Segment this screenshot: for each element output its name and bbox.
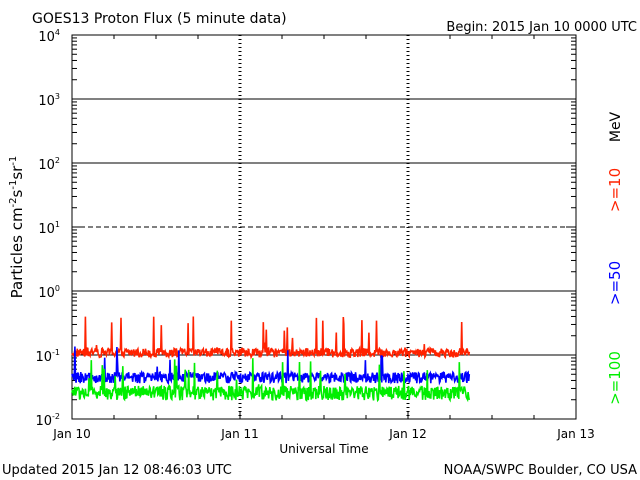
series-line bbox=[71, 358, 471, 403]
credit: NOAA/SWPC Boulder, CO USA bbox=[444, 463, 637, 478]
y-tick-label: 10-1 bbox=[35, 348, 60, 365]
y-tick-label: 104 bbox=[38, 28, 60, 45]
unit-label: MeV bbox=[608, 111, 624, 142]
grid-lines bbox=[72, 98, 576, 356]
legend-label: >=100 bbox=[606, 351, 624, 405]
x-tick-labels: Jan 10 Jan 11 Jan 12 Jan 13 bbox=[52, 427, 595, 441]
legend: >=10 >=50 >=100 MeV bbox=[606, 111, 624, 404]
series-line bbox=[71, 316, 471, 360]
y-tick-label: 103 bbox=[38, 92, 60, 109]
chart-title: GOES13 Proton Flux (5 minute data) bbox=[32, 11, 287, 27]
legend-label: >=50 bbox=[606, 261, 624, 305]
legend-label: >=10 bbox=[606, 168, 624, 212]
begin-time: Begin: 2015 Jan 10 0000 UTC bbox=[446, 20, 637, 35]
y-axis-label: Particles cm-2s-1sr-1 bbox=[8, 156, 26, 299]
x-tick-label: Jan 11 bbox=[220, 427, 259, 441]
data-series bbox=[71, 316, 471, 403]
y-tick-label: 101 bbox=[38, 220, 60, 237]
x-tick-label: Jan 12 bbox=[388, 427, 427, 441]
y-tick-label: 100 bbox=[38, 284, 60, 301]
x-tick-label: Jan 13 bbox=[556, 427, 595, 441]
x-axis-label: Universal Time bbox=[279, 442, 368, 456]
updated-time: Updated 2015 Jan 12 08:46:03 UTC bbox=[2, 463, 232, 478]
y-tick-label: 102 bbox=[38, 156, 60, 173]
x-tick-label: Jan 10 bbox=[52, 427, 91, 441]
